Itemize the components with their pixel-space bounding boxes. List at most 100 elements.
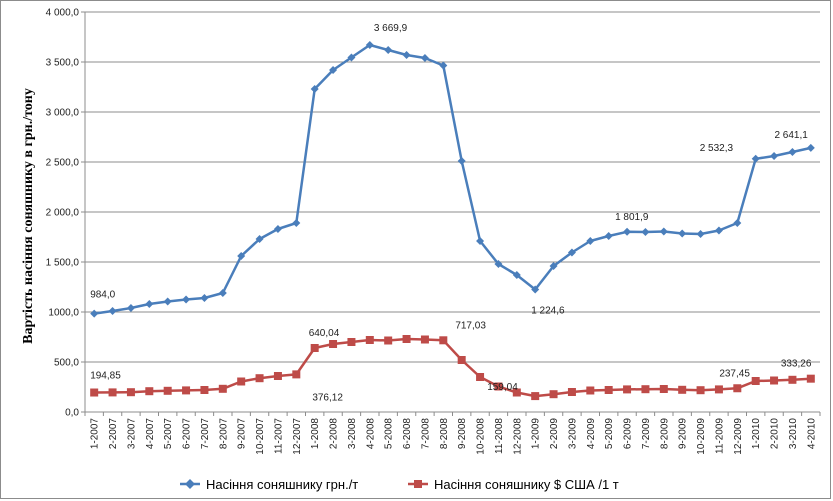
legend-marker-diamond <box>185 479 195 489</box>
y-tick-label: 2 000,0 <box>46 208 80 219</box>
point-marker-square <box>623 385 632 394</box>
point-marker-square <box>770 376 779 385</box>
x-tick-label: 2-2009 <box>549 418 560 450</box>
data-label: 717,03 <box>455 320 486 331</box>
point-marker-diamond <box>273 225 282 233</box>
x-tick-label: 1-2009 <box>531 418 542 450</box>
point-marker-square <box>659 385 668 393</box>
y-tick-label: 1 500,0 <box>46 258 80 269</box>
point-marker-square <box>90 388 99 397</box>
x-tick-label: 4-2010 <box>806 418 817 450</box>
point-marker-diamond <box>531 285 540 294</box>
point-marker-square <box>237 377 246 386</box>
x-tick-label: 11-2008 <box>494 418 505 454</box>
point-marker-square <box>347 338 356 346</box>
point-marker-diamond <box>733 219 742 227</box>
x-tick-label: 12-2007 <box>292 418 303 455</box>
x-tick-label: 11-2007 <box>273 418 284 454</box>
x-tick-label: 4-2009 <box>586 418 597 450</box>
x-tick-label: 2-2010 <box>770 418 781 450</box>
point-marker-diamond <box>678 229 687 238</box>
point-marker-diamond <box>200 294 209 302</box>
point-marker-diamond <box>659 227 668 236</box>
point-marker-diamond <box>714 226 723 235</box>
point-marker-square <box>696 386 705 395</box>
data-label: 1 801,9 <box>615 212 649 223</box>
point-marker-diamond <box>255 235 264 243</box>
point-marker-square <box>108 388 117 397</box>
point-marker-diamond <box>163 297 172 306</box>
x-tick-label: 7-2008 <box>420 418 431 450</box>
x-tick-label: 4-2008 <box>365 418 376 450</box>
point-marker-square <box>310 343 319 352</box>
point-marker-diamond <box>218 289 227 297</box>
x-tick-label: 8-2007 <box>218 418 229 450</box>
point-marker-square <box>714 385 723 394</box>
legend-label-usd: Насіння соняшнику $ США /1 т <box>434 477 619 492</box>
data-label: 640,04 <box>309 328 340 339</box>
point-marker-square <box>476 373 485 381</box>
point-marker-diamond <box>549 262 558 270</box>
legend-item-usd: Насіння соняшнику $ США /1 т <box>408 477 619 492</box>
point-marker-square <box>806 374 815 383</box>
x-tick-label: 7-2009 <box>641 418 652 450</box>
legend: Насіння соняшнику грн./т Насіння соняшни… <box>180 477 619 492</box>
y-tick-label: 500,0 <box>54 358 79 369</box>
x-tick-label: 6-2009 <box>623 418 634 450</box>
x-tick-label: 3-2007 <box>126 418 137 450</box>
point-marker-diamond <box>237 252 246 260</box>
series-usd <box>90 335 815 401</box>
x-tick-label: 9-2007 <box>237 418 248 450</box>
point-marker-square <box>531 392 540 401</box>
point-marker-square <box>457 356 466 364</box>
point-marker-diamond <box>788 148 797 156</box>
point-marker-square <box>439 336 448 345</box>
point-marker-diamond <box>182 295 191 304</box>
y-tick-label: 2 500,0 <box>46 158 80 169</box>
x-tick-label: 3-2010 <box>788 418 799 450</box>
data-label: 3 669,9 <box>374 23 408 34</box>
x-tick-label: 1-2008 <box>310 418 321 450</box>
gridlines <box>85 11 820 363</box>
point-marker-square <box>604 386 613 394</box>
point-marker-square <box>273 372 282 380</box>
legend-label-uah: Насіння соняшнику грн./т <box>206 477 358 492</box>
x-tick-label: 10-2009 <box>696 418 707 455</box>
x-tick-label: 12-2009 <box>733 418 744 455</box>
x-tick-label: 2-2007 <box>108 418 119 450</box>
legend-marker-square <box>414 480 422 488</box>
point-marker-square <box>365 336 374 344</box>
y-tick-labels: 0,0 500,0 1000,0 1 500,0 2 000,0 2 500,0 3 000… <box>46 8 80 419</box>
data-label: 2 532,3 <box>700 143 734 154</box>
x-tick-label: 12-2008 <box>512 418 523 455</box>
data-label: 159,04 <box>487 382 518 393</box>
data-labels: 984,0 3 669,9 1 224,6 1 801,9 2 532,3 2 641,1… <box>90 23 812 403</box>
data-label: 2 641,1 <box>774 130 808 141</box>
x-tick-label: 3-2008 <box>347 418 358 450</box>
point-marker-square <box>182 386 191 395</box>
point-marker-diamond <box>402 51 411 59</box>
x-tick-label: 5-2008 <box>384 418 395 450</box>
point-marker-square <box>512 388 521 397</box>
data-label: 194,85 <box>90 371 121 382</box>
y-tick-label: 0,0 <box>65 408 79 419</box>
point-marker-diamond <box>145 300 154 308</box>
point-marker-diamond <box>641 228 650 236</box>
point-marker-square <box>145 387 154 396</box>
x-tick-label: 8-2008 <box>439 418 450 450</box>
point-marker-square <box>420 335 429 344</box>
series-line <box>94 337 811 398</box>
point-marker-diamond <box>476 237 485 245</box>
x-tick-label: 1-2007 <box>90 418 101 450</box>
point-marker-square <box>255 374 264 383</box>
y-tick-label: 4 000,0 <box>46 8 80 19</box>
y-tick-label: 3 500,0 <box>46 58 80 69</box>
point-marker-square <box>126 388 135 397</box>
point-marker-square <box>218 384 227 393</box>
point-marker-square <box>200 386 209 394</box>
point-marker-diamond <box>347 53 356 62</box>
x-tick-label: 11-2009 <box>714 418 725 454</box>
x-tick-label: 6-2008 <box>402 418 413 450</box>
point-marker-diamond <box>365 41 374 50</box>
